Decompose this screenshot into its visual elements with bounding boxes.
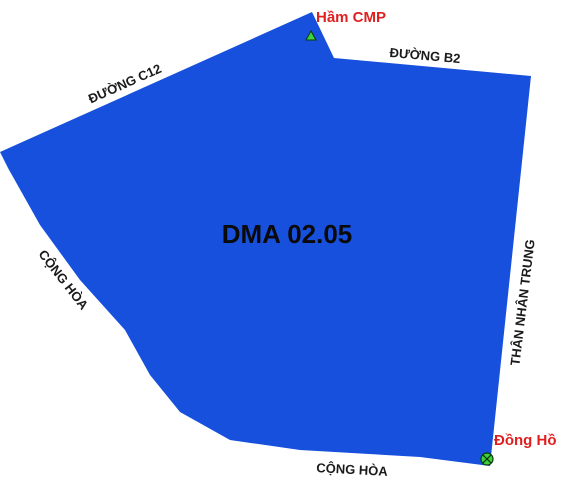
meter-crossed-circle-icon[interactable] xyxy=(480,452,494,466)
triangle-icon[interactable] xyxy=(305,29,317,41)
road-label-duong-b2: ĐƯỜNG B2 xyxy=(389,45,461,66)
zone-name-label: DMA 02.05 xyxy=(222,219,353,249)
poi-label-dong-ho: Đồng Hồ xyxy=(494,432,556,449)
poi-label-ham-cmp: Hầm CMP xyxy=(316,9,386,26)
dma-zone-polygon[interactable] xyxy=(0,12,531,466)
road-label-cong-hoa-south: CỘNG HÒA xyxy=(316,460,389,479)
